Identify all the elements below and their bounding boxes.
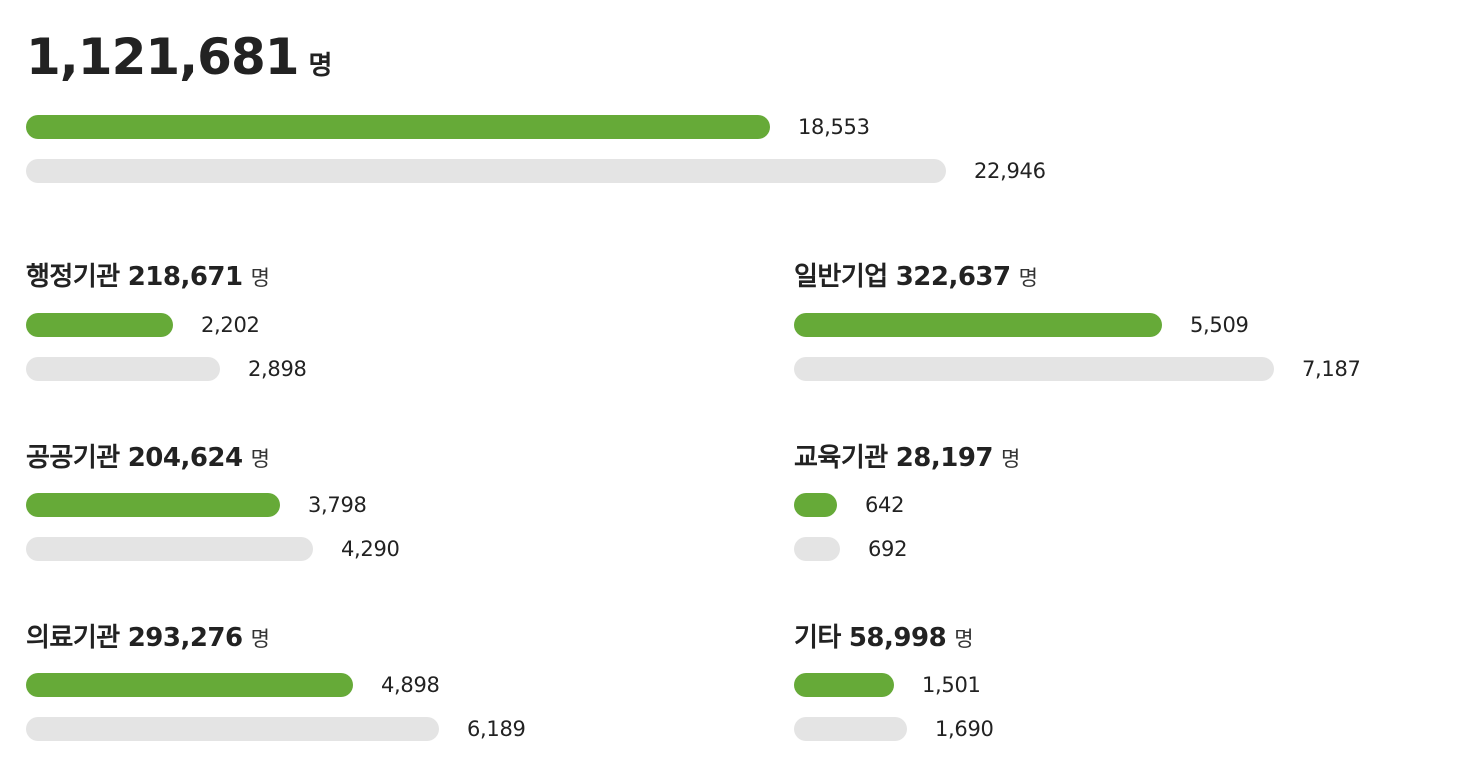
category-total: 58,998: [848, 623, 947, 653]
category-bar-secondary: [794, 357, 1274, 381]
category-bar-primary: [794, 673, 894, 697]
total-bar-row-primary: 18,553: [26, 115, 870, 139]
category-bar-secondary: [26, 717, 439, 741]
total-bar-row-secondary: 22,946: [26, 159, 1046, 183]
category-bar-primary: [26, 313, 173, 337]
category-bar-secondary: [26, 357, 220, 381]
category-header-other: 기타 58,998 명: [794, 617, 974, 653]
category-bar-secondary-label: 2,898: [248, 357, 307, 381]
category-total: 293,276: [127, 623, 243, 653]
category-total: 204,624: [127, 443, 243, 473]
category-bar-primary-label: 2,202: [201, 313, 260, 337]
category-bar-row-secondary: 2,898: [26, 357, 307, 381]
category-name: 기타: [794, 623, 841, 653]
category-bar-row-secondary: 692: [794, 537, 907, 561]
category-bar-primary: [26, 493, 280, 517]
category-bar-row-secondary: 1,690: [794, 717, 994, 741]
category-total: 218,671: [127, 262, 243, 292]
category-bar-row-primary: 1,501: [794, 673, 981, 697]
category-bar-primary-label: 5,509: [1190, 313, 1249, 337]
category-bar-primary: [26, 673, 353, 697]
category-header-education: 교육기관 28,197 명: [794, 437, 1021, 473]
category-name: 공공기관: [26, 443, 120, 473]
category-bar-row-primary: 642: [794, 493, 904, 517]
category-bar-row-primary: 5,509: [794, 313, 1249, 337]
category-bar-primary-label: 4,898: [381, 673, 440, 697]
category-unit: 명: [1018, 266, 1038, 290]
category-unit: 명: [250, 266, 270, 290]
category-total: 322,637: [895, 262, 1011, 292]
category-header-public: 공공기관 204,624 명: [26, 437, 270, 473]
category-name: 의료기관: [26, 623, 120, 653]
category-bar-secondary-label: 1,690: [935, 717, 994, 741]
category-bar-row-secondary: 4,290: [26, 537, 400, 561]
category-bar-secondary: [26, 537, 313, 561]
category-header-company: 일반기업 322,637 명: [794, 256, 1038, 292]
category-name: 교육기관: [794, 443, 888, 473]
category-bar-secondary: [794, 537, 840, 561]
category-bar-row-secondary: 6,189: [26, 717, 526, 741]
category-bar-secondary-label: 692: [868, 537, 908, 561]
category-bar-primary-label: 1,501: [922, 673, 981, 697]
category-unit: 명: [954, 627, 974, 651]
category-name: 행정기관: [26, 262, 120, 292]
category-bar-secondary: [794, 717, 907, 741]
category-bar-row-primary: 3,798: [26, 493, 367, 517]
category-header-admin: 행정기관 218,671 명: [26, 256, 270, 292]
total-bar-secondary: [26, 159, 946, 183]
category-bar-primary-label: 3,798: [308, 493, 367, 517]
total-bar-secondary-label: 22,946: [974, 159, 1046, 183]
category-total: 28,197: [895, 443, 994, 473]
category-unit: 명: [250, 627, 270, 651]
category-bar-primary: [794, 313, 1162, 337]
total-header: 1,121,681 명: [26, 28, 332, 92]
category-unit: 명: [250, 447, 270, 471]
category-bar-row-secondary: 7,187: [794, 357, 1361, 381]
total-unit: 명: [308, 51, 333, 81]
category-name: 일반기업: [794, 262, 888, 292]
category-bar-row-primary: 2,202: [26, 313, 260, 337]
category-bar-primary: [794, 493, 837, 517]
category-header-medical: 의료기관 293,276 명: [26, 617, 270, 653]
category-unit: 명: [1001, 447, 1021, 471]
total-bar-primary-label: 18,553: [798, 115, 870, 139]
category-bar-secondary-label: 6,189: [467, 717, 526, 741]
total-value: 1,121,681: [26, 28, 300, 86]
category-bar-primary-label: 642: [865, 493, 905, 517]
category-bar-row-primary: 4,898: [26, 673, 440, 697]
category-bar-secondary-label: 4,290: [341, 537, 400, 561]
total-bar-primary: [26, 115, 770, 139]
category-bar-secondary-label: 7,187: [1302, 357, 1361, 381]
